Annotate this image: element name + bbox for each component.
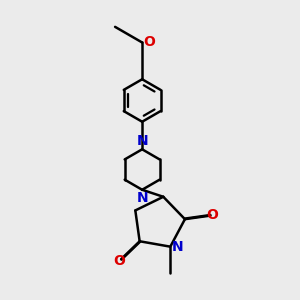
Text: N: N <box>136 134 148 148</box>
Text: N: N <box>136 191 148 205</box>
Text: N: N <box>172 240 184 254</box>
Text: O: O <box>144 35 155 50</box>
Text: O: O <box>207 208 218 222</box>
Text: O: O <box>114 254 125 268</box>
